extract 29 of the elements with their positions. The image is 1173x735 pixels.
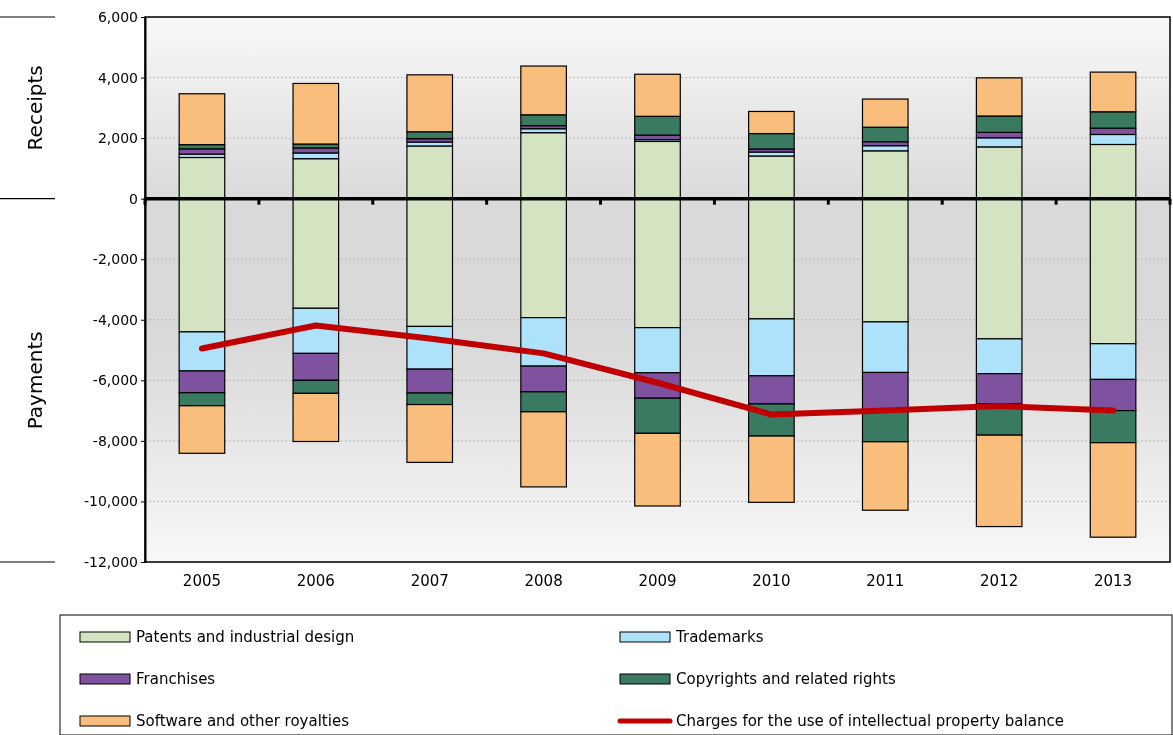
bar [292, 82, 340, 145]
x-tick-label: 2011 [866, 572, 905, 590]
x-tick-label: 2010 [752, 572, 791, 590]
legend-label: Copyrights and related rights [676, 670, 896, 688]
y-tick-label: 4,000 [97, 69, 138, 86]
legend-label: Patents and industrial design [136, 628, 355, 646]
legend-label: Franchises [136, 670, 216, 688]
y-tick-label: -6,000 [92, 372, 138, 389]
y-tick-label: 6,000 [97, 8, 138, 25]
bar [178, 93, 226, 146]
x-tick-label: 2012 [980, 572, 1019, 590]
x-tick-label: 2005 [182, 572, 222, 590]
legend-label: Software and other royalties [136, 712, 350, 730]
y-tick-label: -4,000 [92, 311, 138, 328]
y-tick-label: 2,000 [97, 130, 138, 147]
x-tick-label: 2009 [638, 572, 677, 590]
x-tick-label: 2006 [296, 572, 335, 590]
legend-label: Trademarks [675, 628, 764, 646]
legend-label: Charges for the use of intellectual property balance [676, 712, 1064, 730]
y-tick-label: -12,000 [83, 553, 138, 570]
text: Payments [23, 331, 47, 430]
y-tick-label: 0 [129, 190, 138, 207]
x-tick-label: 2008 [524, 572, 563, 590]
y-tick-label: -2,000 [92, 251, 138, 268]
y-tick-label: -8,000 [92, 432, 138, 449]
text: Receipts [23, 65, 47, 151]
x-tick-label: 2013 [1093, 572, 1133, 590]
y-tick-label: -10,000 [83, 493, 138, 510]
x-tick-label: 2007 [410, 572, 449, 590]
